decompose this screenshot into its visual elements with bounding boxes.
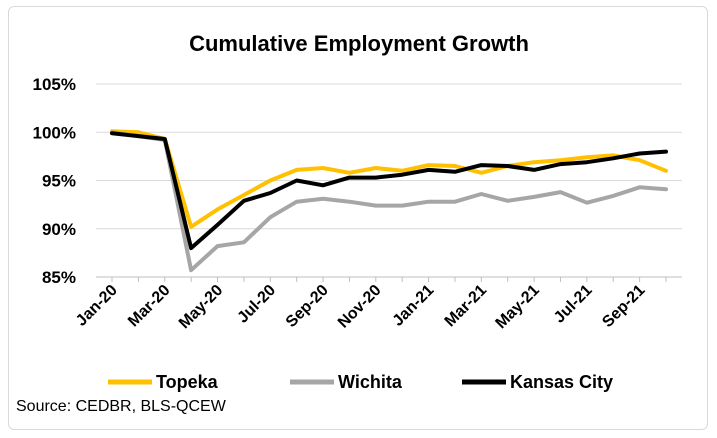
series-line-wichita xyxy=(110,130,668,273)
series-lines xyxy=(110,129,668,273)
legend-label: Topeka xyxy=(156,372,219,392)
x-tick-label: Mar-21 xyxy=(442,282,491,331)
x-tick-label: Mar-20 xyxy=(125,282,174,331)
legend: Topeka Wichita Kansas City xyxy=(108,372,613,392)
legend-label: Kansas City xyxy=(510,372,613,392)
series-line-topeka xyxy=(110,129,668,229)
x-tick-label: May-21 xyxy=(493,282,543,332)
y-tick-label: 95% xyxy=(42,172,76,191)
y-tick-label: 100% xyxy=(33,123,76,142)
y-tick-label: 105% xyxy=(33,75,76,94)
x-tick-label: May-20 xyxy=(176,282,226,332)
x-axis-ticks: Jan-20 Mar-20 May-20 Jul-20 Sep-20 Nov-20 Jan-… xyxy=(73,282,649,332)
chart-frame xyxy=(8,6,708,430)
x-tick-label: Sep-21 xyxy=(599,282,648,331)
source-note: Source: CEDBR, BLS-QCEW xyxy=(16,398,226,415)
x-tick-label: Jan-21 xyxy=(390,282,438,330)
series-line-kansas-city xyxy=(110,131,668,251)
y-tick-label: 85% xyxy=(42,268,76,287)
x-axis xyxy=(96,276,682,282)
y-tick-label: 90% xyxy=(42,220,76,239)
x-tick-label: Sep-20 xyxy=(283,282,332,331)
gridlines xyxy=(96,83,682,278)
x-tick-label: Jul-21 xyxy=(551,282,596,327)
x-tick-label: Jul-20 xyxy=(234,282,279,327)
x-tick-label: Nov-20 xyxy=(335,282,385,332)
x-tick-label: Jan-20 xyxy=(73,282,121,330)
y-axis-ticks: 85% 90% 95% 100% 105% xyxy=(33,75,76,287)
legend-label: Wichita xyxy=(338,372,403,392)
chart-title: Cumulative Employment Growth xyxy=(189,31,529,56)
